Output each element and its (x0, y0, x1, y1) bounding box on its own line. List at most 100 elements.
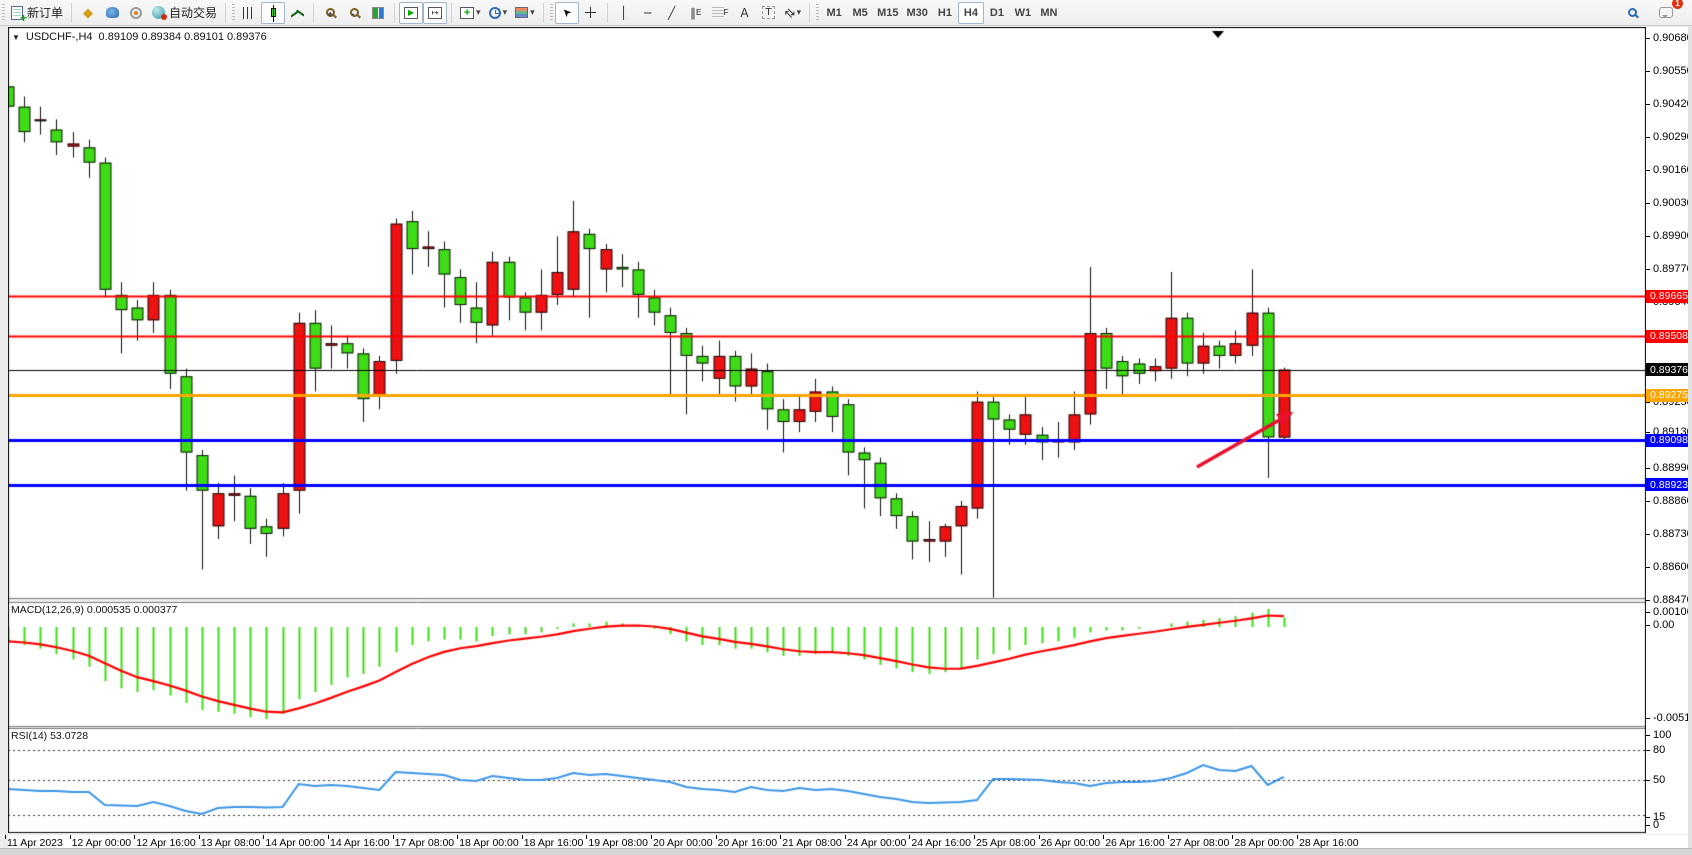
hline-price-badge: 0.89508 (1646, 329, 1692, 343)
time-tick-mark (198, 835, 200, 839)
zoom-in-button[interactable]: + (318, 2, 342, 24)
candlestick-mode-button[interactable] (261, 1, 286, 24)
bar-chart-mode-button[interactable] (237, 2, 261, 24)
templates-icon (515, 7, 529, 18)
bar-chart-icon (243, 6, 256, 19)
notifications-button[interactable]: 1 (1654, 0, 1683, 24)
channel-tool-button[interactable]: ∥ E (689, 5, 702, 20)
time-tick-mark (974, 835, 975, 839)
time-tick-mark (651, 835, 652, 839)
time-axis[interactable]: 11 Apr 2023 12 Apr 00:00 12 Apr 16:00 13 Ap… (5, 835, 1692, 849)
price-tick-mark (1646, 269, 1650, 271)
price-tick-label: 0.88860 (1653, 494, 1692, 507)
text-label-tool-button[interactable]: T (757, 2, 781, 24)
time-axis-label: 24 Apr 00:00 (846, 837, 907, 849)
price-tick-label: 0.90550 (1653, 65, 1692, 78)
metaeditor-button[interactable]: ◆ (76, 2, 100, 24)
price-tick-mark (1646, 817, 1650, 818)
time-tick-mark (69, 835, 71, 839)
line-chart-mode-button[interactable] (285, 2, 309, 24)
price-tick-mark (1646, 750, 1650, 751)
time-axis-label: 25 Apr 08:00 (976, 837, 1036, 849)
indicators-caret: ▾ (476, 7, 481, 17)
timeframe-button-h4[interactable]: H4 (957, 1, 984, 24)
price-tick-label: 0.90680 (1653, 32, 1692, 44)
price-tick-mark (1646, 38, 1650, 39)
price-tick-mark (1646, 600, 1650, 602)
chart-symbol-period: USDCHF-,H4 (25, 31, 93, 43)
zoom-in-icon: + (325, 8, 335, 19)
chart-shift-button[interactable]: ↦ (423, 1, 448, 24)
time-axis-label: 19 Apr 08:00 (588, 837, 648, 849)
text-tool-button[interactable]: A (733, 2, 757, 24)
auto-scroll-button[interactable]: ▶ (399, 1, 424, 24)
time-tick-mark (392, 835, 394, 839)
periods-button[interactable]: ▾ (485, 2, 512, 24)
timeframe-button-d1[interactable]: D1 (989, 6, 1004, 19)
cursor-tool-button[interactable]: ➤ (554, 1, 579, 24)
time-tick-mark (844, 835, 846, 839)
price-tick-mark (1646, 104, 1650, 106)
indicator-axis-label: 80 (1653, 744, 1666, 756)
channel-icon: ∥ (689, 5, 696, 20)
price-tick-mark (1646, 500, 1650, 502)
chart-canvas[interactable] (8, 27, 1646, 834)
chart-collapse-icon[interactable]: ▼ (12, 32, 20, 42)
auto-trading-button[interactable]: 自动交易 (148, 2, 221, 24)
timeframe-button-h1[interactable]: H1 (937, 6, 952, 19)
arrows-tool-button[interactable]: ⇄ ▾ (781, 2, 806, 24)
crosshair-tool-button[interactable] (579, 2, 603, 24)
search-button[interactable] (1620, 2, 1644, 24)
timeframe-button-m1[interactable]: M1 (826, 6, 842, 19)
market-button[interactable] (100, 2, 124, 24)
price-tick-label: 0.90030 (1653, 197, 1692, 210)
price-tick-mark (1646, 718, 1650, 719)
vertical-line-tool-button[interactable]: │ (612, 2, 636, 24)
new-order-label: 新订单 (27, 6, 64, 20)
time-tick-mark (780, 835, 782, 839)
chart-title: ▼ USDCHF-,H4 0.89109 0.89384 0.89101 0.8… (12, 31, 267, 43)
price-tick-mark (1646, 401, 1650, 403)
timeframe-button-w1[interactable]: W1 (1014, 6, 1032, 19)
trendline-icon: ╱ (668, 5, 676, 20)
price-tick-mark (1646, 203, 1650, 205)
timeframe-button-m15[interactable]: M15 (877, 6, 899, 19)
macd-indicator-label: MACD(12,26,9) 0.000535 0.000377 (11, 604, 178, 616)
indicator-axis-label: -0.005154 (1653, 712, 1692, 724)
zoom-out-icon: - (349, 8, 359, 19)
price-axis[interactable]: 0.90680 0.90550 0.90420 0.90290 0.90160 0.900… (1646, 27, 1692, 834)
time-axis-label: 13 Apr 08:00 (200, 837, 261, 849)
indicators-button[interactable]: + ▾ (456, 2, 485, 24)
templates-button[interactable]: ▾ (511, 2, 539, 24)
metaeditor-icon: ◆ (83, 4, 94, 20)
new-order-button[interactable]: + 新订单 (7, 2, 67, 24)
fibonacci-tool-button[interactable]: F (708, 2, 733, 24)
time-axis-label: 24 Apr 16:00 (911, 837, 971, 849)
text-label-icon: T (762, 6, 775, 19)
price-tick-mark (1646, 566, 1650, 568)
indicator-axis-label: 0 (1653, 819, 1660, 831)
price-tick-mark (1646, 302, 1650, 304)
time-tick-mark (586, 835, 588, 839)
zoom-out-button[interactable]: - (342, 2, 366, 24)
trendline-tool-button[interactable]: ╱ (660, 2, 684, 24)
timeframe-button-m5[interactable]: M5 (852, 6, 868, 19)
time-axis-label: 20 Apr 16:00 (717, 837, 778, 849)
chart-ohlc-values: 0.89109 0.89384 0.89101 0.89376 (98, 31, 267, 43)
time-axis-label: 26 Apr 16:00 (1105, 837, 1165, 849)
main-toolbar: + 新订单 ◆ 自动交易 + - ▶ ↦ + ▾ (0, 0, 1692, 26)
timeframe-button-mn[interactable]: MN (1040, 6, 1058, 19)
periods-clock-icon (488, 6, 501, 19)
price-tick-mark (1646, 170, 1650, 172)
tile-windows-button[interactable] (366, 2, 390, 24)
signals-button[interactable] (124, 2, 148, 24)
horizontal-line-tool-button[interactable]: ─ (636, 2, 660, 24)
arrows-tool-icon: ⇄ (781, 3, 799, 22)
price-tick-label: 0.90420 (1653, 98, 1692, 111)
time-tick-mark (909, 835, 911, 839)
fibonacci-icon (711, 6, 724, 19)
tile-windows-icon (372, 6, 385, 19)
time-axis-label: 27 Apr 08:00 (1169, 837, 1230, 849)
arrows-caret: ▾ (796, 7, 802, 17)
timeframe-button-m30[interactable]: M30 (906, 6, 928, 19)
